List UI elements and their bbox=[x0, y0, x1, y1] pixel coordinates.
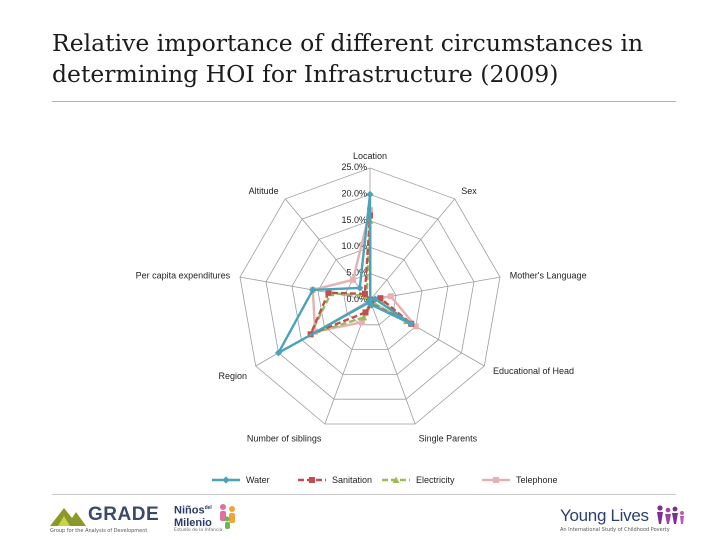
data-point bbox=[363, 309, 369, 315]
axis-label: Per capita expenditures bbox=[136, 270, 231, 280]
data-point bbox=[388, 293, 394, 299]
legend-label: Sanitation bbox=[332, 475, 372, 485]
legend-label: Telephone bbox=[516, 475, 558, 485]
data-point bbox=[325, 290, 331, 296]
legend-label: Water bbox=[246, 475, 270, 485]
grade-logo-tagline: Group for the Analysis of Development bbox=[50, 528, 147, 534]
axis-label: Number of siblings bbox=[247, 433, 322, 443]
radar-chart-panel: Location Sex Mother's Language Educational … bbox=[62, 112, 658, 488]
axis-label: Location bbox=[353, 151, 387, 161]
legend-item-electricity: Electricity bbox=[382, 475, 455, 485]
ninos-logo-text: Niñosdel Milenio bbox=[174, 502, 212, 529]
legend: Water Sanitation Electricity Telephone bbox=[212, 475, 558, 485]
footer-divider bbox=[52, 494, 676, 495]
grade-mountain-icon bbox=[50, 506, 86, 526]
axis-label: Region bbox=[218, 371, 247, 381]
data-point bbox=[366, 191, 373, 198]
title-divider bbox=[52, 101, 676, 102]
grade-logo-text: GRADE bbox=[88, 504, 159, 526]
family-figures-icon bbox=[656, 504, 686, 526]
children-figures-icon bbox=[218, 502, 240, 530]
young-lives-logo: Young Lives An International Study of Ch… bbox=[560, 502, 690, 536]
data-point bbox=[222, 476, 229, 483]
tick-label: 25.0% bbox=[341, 162, 367, 172]
ninos-del-milenio-logo: Niñosdel Milenio Estudio de la Infancia bbox=[172, 500, 242, 536]
legend-label: Electricity bbox=[416, 475, 455, 485]
radar-chart: Location Sex Mother's Language Educational … bbox=[62, 112, 658, 488]
tick-label: 20.0% bbox=[341, 188, 367, 198]
legend-item-telephone: Telephone bbox=[482, 475, 558, 485]
axis-label: Educational of Head bbox=[493, 366, 574, 376]
axis-spoke bbox=[370, 199, 455, 300]
young-lives-logo-tagline: An International Study of Childhood Pove… bbox=[560, 527, 670, 533]
data-point bbox=[350, 277, 356, 283]
legend-item-water: Water bbox=[212, 475, 270, 485]
young-lives-logo-text: Young Lives bbox=[560, 506, 649, 526]
data-point bbox=[362, 291, 368, 297]
data-point bbox=[309, 477, 315, 483]
tick-label: 15.0% bbox=[341, 215, 367, 225]
ninos-logo-tagline: Estudio de la Infancia bbox=[174, 528, 222, 533]
grade-logo: GRADE Group for the Analysis of Developm… bbox=[48, 500, 166, 536]
axis-label: Single Parents bbox=[419, 433, 478, 443]
slide-title: Relative importance of different circums… bbox=[52, 28, 692, 90]
legend-item-sanitation: Sanitation bbox=[298, 475, 372, 485]
axis-label: Sex bbox=[461, 186, 477, 196]
axis-label: Mother's Language bbox=[510, 270, 587, 280]
axis-label: Altitude bbox=[249, 186, 279, 196]
data-point bbox=[493, 477, 499, 483]
